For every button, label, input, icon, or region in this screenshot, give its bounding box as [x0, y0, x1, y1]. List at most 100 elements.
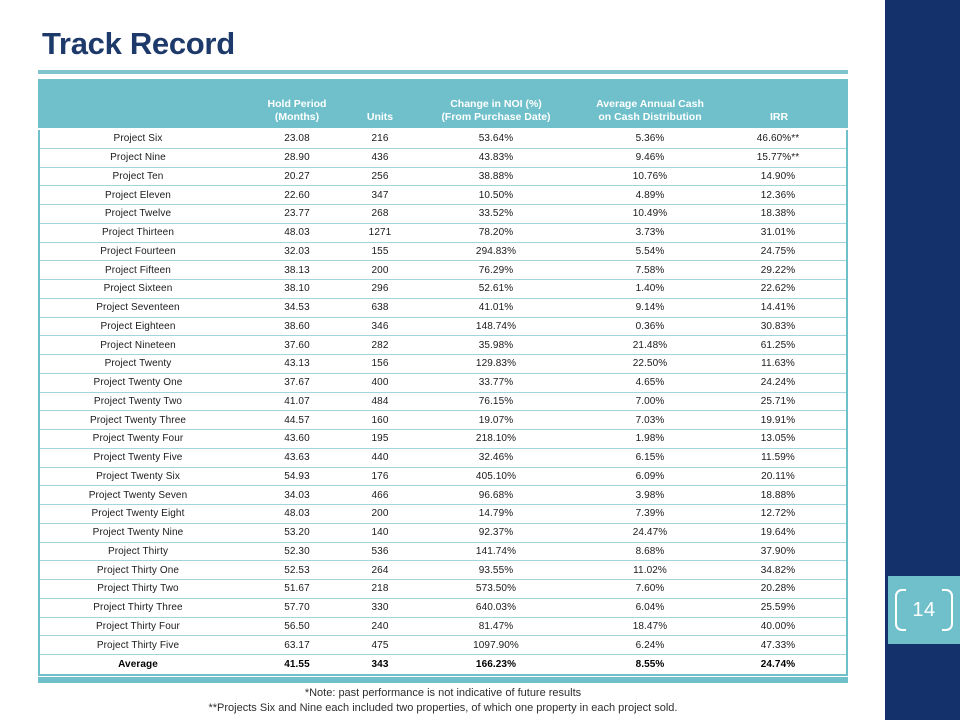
cell-project: Project Thirty: [107, 545, 169, 557]
cell-project: Project Twenty Eight: [91, 508, 185, 520]
cell-units: 400: [371, 377, 389, 389]
cell-change-in-noi: 96.68%: [478, 489, 514, 501]
cell-hold-period: 23.08: [284, 133, 310, 145]
cell-change-in-noi: 573.50%: [475, 583, 517, 595]
cell-avg-cash-on-cash: 9.14%: [635, 302, 665, 314]
cell-change-in-noi: 38.88%: [478, 170, 514, 182]
cell-project: Project Twenty Five: [93, 452, 183, 464]
cell-avg-cash-on-cash: 0.36%: [635, 320, 665, 332]
cell-change-in-noi: 93.55%: [478, 564, 514, 576]
table-row: Average 41.55 343 166.23% 8.55% 24.74%: [40, 655, 846, 674]
cell-avg-cash-on-cash: 10.76%: [632, 170, 668, 182]
cell-project: Average: [118, 658, 158, 670]
cell-avg-cash-on-cash: 7.03%: [635, 414, 665, 426]
cell-irr: 24.75%: [760, 245, 796, 257]
cell-hold-period: 54.93: [284, 470, 310, 482]
cell-units: 256: [371, 170, 389, 182]
cell-project: Project Sixteen: [103, 283, 173, 295]
cell-project: Project Nineteen: [100, 339, 176, 351]
table-row: Project Twenty Seven 34.03 466 96.68% 3.…: [40, 486, 846, 505]
cell-irr: 37.90%: [760, 545, 796, 557]
cell-irr: 12.72%: [760, 508, 796, 520]
cell-project: Project Thirteen: [101, 227, 174, 239]
cell-units: 346: [371, 320, 389, 332]
right-bracket-icon: [942, 589, 953, 631]
table-row: Project Six 23.08 216 53.64% 5.36% 46.60…: [40, 130, 846, 149]
cell-units: 156: [371, 358, 389, 370]
cell-irr: 14.90%: [760, 170, 796, 182]
cell-units: 140: [371, 527, 389, 539]
cell-avg-cash-on-cash: 7.00%: [635, 395, 665, 407]
cell-hold-period: 51.67: [284, 583, 310, 595]
cell-hold-period: 22.60: [284, 189, 310, 201]
cell-units: 436: [371, 152, 389, 164]
cell-irr: 47.33%: [760, 639, 796, 651]
table-bottom-accent-bar: [38, 677, 848, 683]
table-row: Project Twenty Five 43.63 440 32.46% 6.1…: [40, 448, 846, 468]
footnote-past-performance: *Note: past performance is not indicativ…: [304, 687, 582, 699]
cell-units: 195: [371, 433, 389, 445]
cell-hold-period: 57.70: [284, 602, 310, 614]
cell-irr: 14.41%: [760, 302, 796, 314]
cell-change-in-noi: 33.52%: [478, 208, 514, 220]
page-number-badge: 14: [888, 576, 960, 644]
table-row: Project Sixteen 38.10 296 52.61% 1.40% 2…: [40, 280, 846, 299]
cell-avg-cash-on-cash: 21.48%: [632, 339, 668, 351]
cell-hold-period: 63.17: [284, 639, 310, 651]
cell-project: Project Fifteen: [105, 264, 171, 276]
cell-hold-period: 52.30: [284, 545, 310, 557]
cell-change-in-noi: 14.79%: [478, 508, 514, 520]
cell-units: 1271: [368, 227, 392, 239]
cell-avg-cash-on-cash: 10.49%: [632, 208, 668, 220]
cell-project: Project Thirty One: [96, 564, 180, 576]
cell-change-in-noi: 405.10%: [475, 470, 517, 482]
cell-avg-cash-on-cash: 7.58%: [635, 264, 665, 276]
cell-project: Project Twenty Nine: [92, 527, 184, 539]
cell-project: Project Ten: [112, 170, 164, 182]
cell-avg-cash-on-cash: 8.68%: [635, 545, 665, 557]
cell-irr: 11.63%: [761, 358, 795, 370]
cell-project: Project Twenty Six: [96, 470, 180, 482]
table-row: Project Twenty One 37.67 400 33.77% 4.65…: [40, 373, 846, 393]
cell-avg-cash-on-cash: 6.24%: [635, 639, 665, 651]
cell-hold-period: 48.03: [284, 227, 310, 239]
cell-avg-cash-on-cash: 4.89%: [635, 189, 665, 201]
left-bracket-icon: [895, 589, 906, 631]
cell-avg-cash-on-cash: 11.02%: [633, 564, 667, 576]
cell-irr: 29.22%: [760, 264, 796, 276]
cell-change-in-noi: 35.98%: [478, 339, 514, 351]
table-row: Project Thirteen 48.03 1271 78.20% 3.73%…: [40, 223, 846, 243]
header-change-in-noi: Change in NOI (%) (From Purchase Date): [441, 98, 551, 123]
footnote-projects-six-nine: **Projects Six and Nine each included tw…: [208, 702, 678, 714]
cell-units: 160: [371, 414, 389, 426]
cell-irr: 61.25%: [760, 339, 796, 351]
cell-project: Project Twenty Four: [92, 433, 184, 445]
cell-change-in-noi: 141.74%: [475, 545, 517, 557]
header-units: Units: [366, 110, 394, 123]
cell-units: 343: [371, 658, 389, 670]
cell-hold-period: 34.03: [284, 489, 310, 501]
table-body: Project Six 23.08 216 53.64% 5.36% 46.60…: [38, 130, 848, 676]
table-row: Project Thirty Four 56.50 240 81.47% 18.…: [40, 617, 846, 637]
table-row: Project Nine 28.90 436 43.83% 9.46% 15.7…: [40, 148, 846, 168]
cell-units: 536: [371, 545, 389, 557]
cell-irr: 20.28%: [760, 583, 796, 595]
cell-units: 440: [371, 452, 389, 464]
cell-project: Project Six: [113, 133, 163, 145]
cell-change-in-noi: 41.01%: [478, 302, 514, 314]
cell-change-in-noi: 76.15%: [478, 395, 514, 407]
cell-irr: 24.24%: [760, 377, 796, 389]
cell-hold-period: 43.13: [284, 358, 310, 370]
cell-hold-period: 56.50: [284, 620, 310, 632]
cell-units: 638: [371, 302, 389, 314]
cell-hold-period: 38.13: [284, 264, 310, 276]
cell-irr: 19.91%: [760, 414, 796, 426]
cell-change-in-noi: 1097.90%: [473, 639, 519, 651]
cell-units: 330: [371, 602, 389, 614]
cell-avg-cash-on-cash: 24.47%: [632, 527, 668, 539]
cell-avg-cash-on-cash: 22.50%: [632, 358, 668, 370]
table-row: Project Twenty Six 54.93 176 405.10% 6.0…: [40, 467, 846, 487]
cell-change-in-noi: 33.77%: [478, 377, 514, 389]
table-row: Project Thirty Two 51.67 218 573.50% 7.6…: [40, 580, 846, 599]
